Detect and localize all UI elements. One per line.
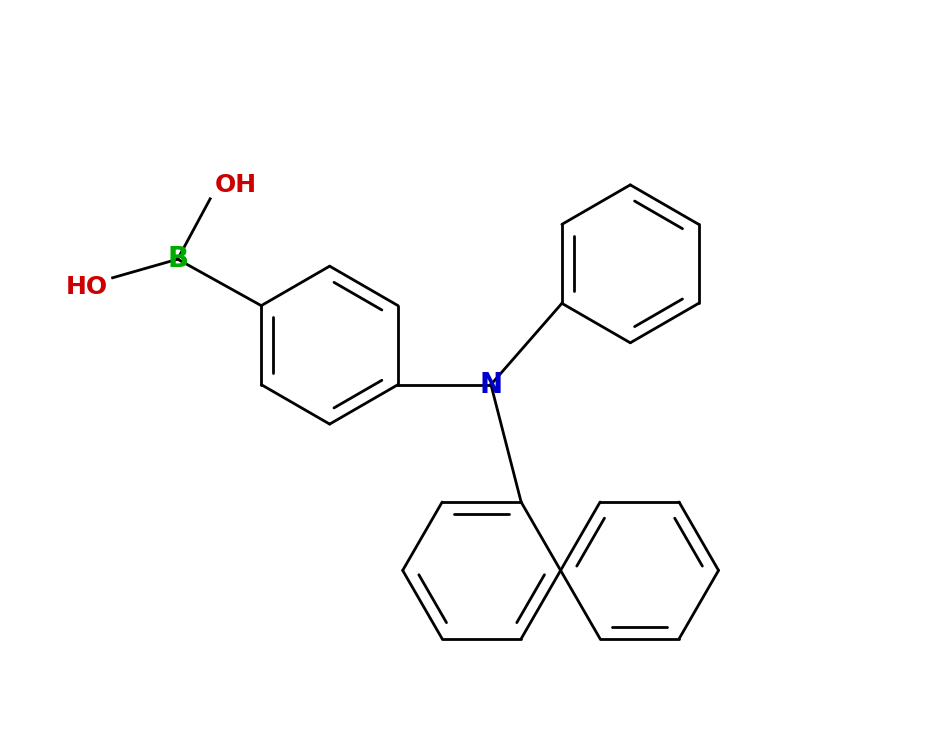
Text: B: B — [167, 245, 189, 273]
Text: HO: HO — [66, 275, 108, 299]
Text: OH: OH — [215, 173, 257, 197]
Text: N: N — [479, 371, 503, 398]
